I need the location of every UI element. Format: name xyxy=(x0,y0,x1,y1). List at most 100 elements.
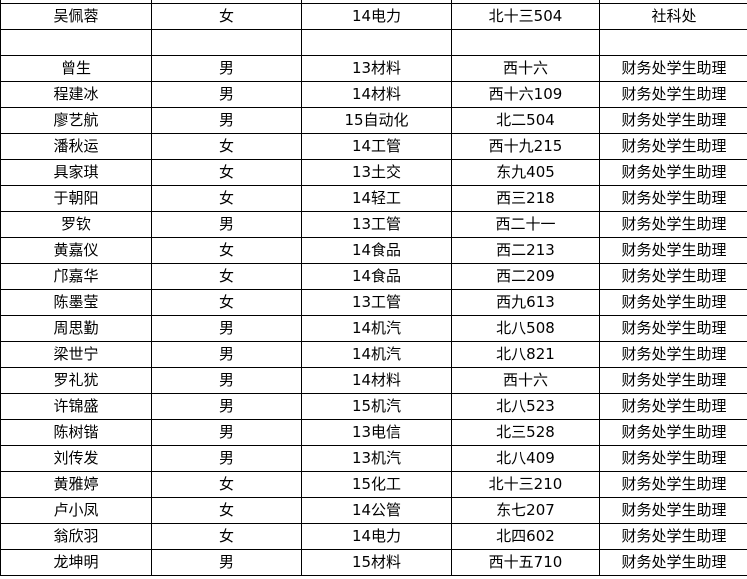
gender-cell[interactable]: 男 xyxy=(151,367,302,394)
department-cell[interactable]: 社科处 xyxy=(599,3,747,30)
class-cell[interactable] xyxy=(301,29,452,56)
class-cell[interactable]: 14公管 xyxy=(301,497,452,524)
gender-cell[interactable]: 男 xyxy=(151,393,302,420)
dorm-cell[interactable]: 北十三504 xyxy=(451,3,600,30)
gender-cell[interactable]: 女 xyxy=(151,523,302,550)
dorm-cell[interactable]: 北八523 xyxy=(451,393,600,420)
name-cell[interactable]: 刘传发 xyxy=(0,445,152,472)
class-cell[interactable]: 15材料 xyxy=(301,549,452,576)
class-cell[interactable]: 14食品 xyxy=(301,237,452,264)
gender-cell[interactable]: 女 xyxy=(151,263,302,290)
class-cell[interactable]: 14机汽 xyxy=(301,341,452,368)
dorm-cell[interactable]: 北四602 xyxy=(451,523,600,550)
department-cell[interactable]: 财务处学生助理 xyxy=(599,341,747,368)
gender-cell[interactable]: 女 xyxy=(151,133,302,160)
department-cell[interactable]: 财务处学生助理 xyxy=(599,81,747,108)
class-cell[interactable]: 14机汽 xyxy=(301,315,452,342)
class-cell[interactable]: 13材料 xyxy=(301,55,452,82)
department-cell[interactable]: 财务处学生助理 xyxy=(599,263,747,290)
dorm-cell[interactable]: 东七207 xyxy=(451,497,600,524)
dorm-cell[interactable]: 北八821 xyxy=(451,341,600,368)
department-cell[interactable] xyxy=(599,29,747,56)
dorm-cell[interactable]: 西十九215 xyxy=(451,133,600,160)
gender-cell[interactable]: 女 xyxy=(151,3,302,30)
department-cell[interactable]: 财务处学生助理 xyxy=(599,185,747,212)
department-cell[interactable]: 财务处学生助理 xyxy=(599,133,747,160)
name-cell[interactable]: 廖艺航 xyxy=(0,107,152,134)
name-cell[interactable]: 邝嘉华 xyxy=(0,263,152,290)
class-cell[interactable]: 15化工 xyxy=(301,471,452,498)
name-cell[interactable]: 翁欣羽 xyxy=(0,523,152,550)
name-cell[interactable]: 吴佩蓉 xyxy=(0,3,152,30)
dorm-cell[interactable]: 西十六 xyxy=(451,367,600,394)
dorm-cell[interactable]: 西三218 xyxy=(451,185,600,212)
gender-cell[interactable] xyxy=(151,29,302,56)
name-cell[interactable]: 许锦盛 xyxy=(0,393,152,420)
dorm-cell[interactable]: 西十五710 xyxy=(451,549,600,576)
gender-cell[interactable]: 男 xyxy=(151,341,302,368)
dorm-cell[interactable]: 东九405 xyxy=(451,159,600,186)
class-cell[interactable]: 14电力 xyxy=(301,3,452,30)
dorm-cell[interactable] xyxy=(451,29,600,56)
department-cell[interactable]: 财务处学生助理 xyxy=(599,393,747,420)
gender-cell[interactable]: 男 xyxy=(151,81,302,108)
class-cell[interactable]: 13机汽 xyxy=(301,445,452,472)
dorm-cell[interactable]: 北八508 xyxy=(451,315,600,342)
department-cell[interactable]: 财务处学生助理 xyxy=(599,523,747,550)
class-cell[interactable]: 15机汽 xyxy=(301,393,452,420)
name-cell[interactable]: 罗礼犹 xyxy=(0,367,152,394)
department-cell[interactable]: 财务处学生助理 xyxy=(599,549,747,576)
name-cell[interactable]: 卢小凤 xyxy=(0,497,152,524)
gender-cell[interactable]: 女 xyxy=(151,185,302,212)
dorm-cell[interactable]: 西十六109 xyxy=(451,81,600,108)
department-cell[interactable]: 财务处学生助理 xyxy=(599,315,747,342)
name-cell[interactable]: 黄嘉仪 xyxy=(0,237,152,264)
gender-cell[interactable]: 男 xyxy=(151,445,302,472)
name-cell[interactable]: 程建冰 xyxy=(0,81,152,108)
gender-cell[interactable]: 男 xyxy=(151,315,302,342)
gender-cell[interactable]: 女 xyxy=(151,471,302,498)
department-cell[interactable]: 财务处学生助理 xyxy=(599,107,747,134)
dorm-cell[interactable]: 北二504 xyxy=(451,107,600,134)
class-cell[interactable]: 14材料 xyxy=(301,367,452,394)
name-cell[interactable]: 陈树锴 xyxy=(0,419,152,446)
class-cell[interactable]: 13土交 xyxy=(301,159,452,186)
gender-cell[interactable]: 女 xyxy=(151,497,302,524)
dorm-cell[interactable]: 北八409 xyxy=(451,445,600,472)
dorm-cell[interactable]: 西九613 xyxy=(451,289,600,316)
name-cell[interactable] xyxy=(0,29,152,56)
department-cell[interactable]: 财务处学生助理 xyxy=(599,445,747,472)
department-cell[interactable]: 财务处学生助理 xyxy=(599,237,747,264)
gender-cell[interactable]: 男 xyxy=(151,419,302,446)
department-cell[interactable]: 财务处学生助理 xyxy=(599,211,747,238)
gender-cell[interactable]: 女 xyxy=(151,237,302,264)
dorm-cell[interactable]: 北十三210 xyxy=(451,471,600,498)
class-cell[interactable]: 13工管 xyxy=(301,211,452,238)
name-cell[interactable]: 黄雅婷 xyxy=(0,471,152,498)
department-cell[interactable]: 财务处学生助理 xyxy=(599,55,747,82)
name-cell[interactable]: 于朝阳 xyxy=(0,185,152,212)
name-cell[interactable]: 具家琪 xyxy=(0,159,152,186)
gender-cell[interactable]: 女 xyxy=(151,159,302,186)
class-cell[interactable]: 14食品 xyxy=(301,263,452,290)
gender-cell[interactable]: 男 xyxy=(151,55,302,82)
dorm-cell[interactable]: 西二209 xyxy=(451,263,600,290)
name-cell[interactable]: 龙坤明 xyxy=(0,549,152,576)
gender-cell[interactable]: 男 xyxy=(151,211,302,238)
name-cell[interactable]: 陈墨莹 xyxy=(0,289,152,316)
class-cell[interactable]: 14材料 xyxy=(301,81,452,108)
name-cell[interactable]: 罗钦 xyxy=(0,211,152,238)
name-cell[interactable]: 曾生 xyxy=(0,55,152,82)
class-cell[interactable]: 14轻工 xyxy=(301,185,452,212)
department-cell[interactable]: 财务处学生助理 xyxy=(599,497,747,524)
name-cell[interactable]: 周思勤 xyxy=(0,315,152,342)
gender-cell[interactable]: 男 xyxy=(151,549,302,576)
class-cell[interactable]: 14工管 xyxy=(301,133,452,160)
department-cell[interactable]: 财务处学生助理 xyxy=(599,419,747,446)
gender-cell[interactable]: 男 xyxy=(151,107,302,134)
class-cell[interactable]: 15自动化 xyxy=(301,107,452,134)
department-cell[interactable]: 财务处学生助理 xyxy=(599,159,747,186)
department-cell[interactable]: 财务处学生助理 xyxy=(599,289,747,316)
name-cell[interactable]: 潘秋运 xyxy=(0,133,152,160)
name-cell[interactable]: 梁世宁 xyxy=(0,341,152,368)
